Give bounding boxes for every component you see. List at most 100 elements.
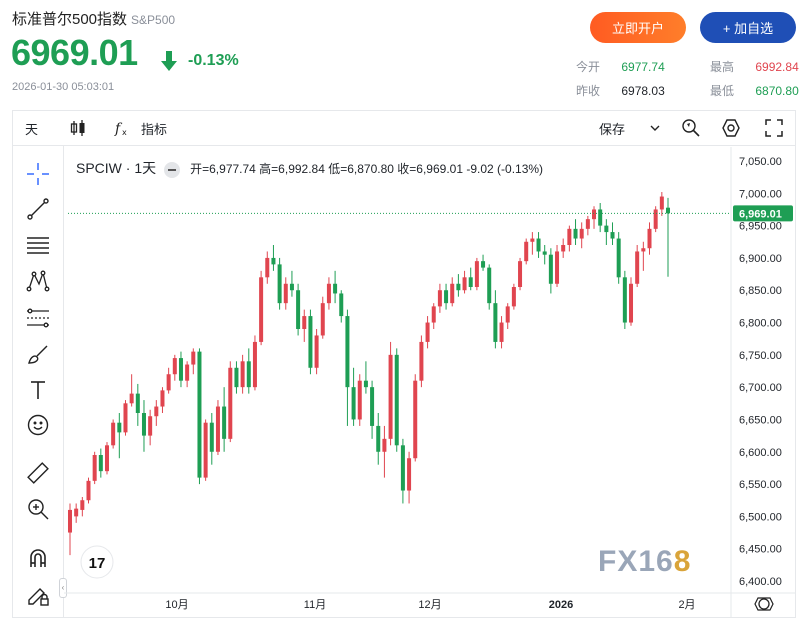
current-price: 6969.01 xyxy=(11,32,138,73)
chart-legend: SPCIW · 1天 开=6,977.74 高=6,992.84 低=6,870.… xyxy=(76,158,543,178)
candle-body xyxy=(148,416,153,436)
axis-settings-icon-frame xyxy=(754,597,774,611)
candle-body xyxy=(641,248,646,252)
stat-low: 最低 6870.80 xyxy=(710,84,799,98)
candle-body xyxy=(277,264,282,304)
last-price-label: 6,969.01 xyxy=(739,208,782,220)
tradingview-logo xyxy=(80,545,114,579)
candle-body xyxy=(499,322,504,342)
settings-icon[interactable] xyxy=(721,111,741,145)
candle-body xyxy=(283,283,288,304)
low-value: 6870.80 xyxy=(755,84,799,98)
candle-body xyxy=(215,406,220,452)
legend-symbol: SPCIW · 1天 xyxy=(76,160,157,176)
candle-body xyxy=(462,277,467,291)
candle-body xyxy=(474,261,479,287)
candle-body xyxy=(530,238,535,242)
timestamp: 2026-01-30 05:03:01 xyxy=(12,81,115,93)
y-tick-label: 6,400.00 xyxy=(739,576,782,588)
chevron-down-icon[interactable] xyxy=(649,111,661,145)
lock-pencil-icon[interactable] xyxy=(24,581,52,609)
candle-body xyxy=(665,207,671,214)
add-watchlist-button[interactable]: + 加自选 xyxy=(700,12,796,43)
y-tick-label: 6,750.00 xyxy=(739,350,782,362)
indicators-button[interactable]: 指标 xyxy=(141,121,168,137)
fullscreen-icon[interactable] xyxy=(765,111,783,145)
candle-body xyxy=(622,277,627,323)
candle-body xyxy=(98,455,103,472)
candle-body xyxy=(518,261,523,287)
candle-body xyxy=(481,261,486,268)
quick-search-icon[interactable] xyxy=(681,111,701,145)
save-button[interactable]: 保存 xyxy=(599,121,626,137)
candle-body xyxy=(431,306,436,323)
candle-body xyxy=(579,228,584,239)
candle-body xyxy=(561,245,566,252)
collapse-toolbar-button[interactable]: ‹ xyxy=(59,578,67,598)
text-icon[interactable] xyxy=(24,376,52,404)
candle-body xyxy=(86,480,91,501)
hlines-icon[interactable] xyxy=(24,230,52,258)
candle-body xyxy=(524,241,529,262)
candle-body xyxy=(555,251,560,284)
candle-body xyxy=(376,425,381,452)
interval-button[interactable]: 天 xyxy=(25,121,39,137)
magnet-icon[interactable] xyxy=(24,544,52,572)
candles-icon[interactable] xyxy=(69,111,87,145)
tradingview-logo-mark: 17 xyxy=(89,555,106,572)
emoji-icon[interactable] xyxy=(24,411,52,439)
stat-today-open: 今开 6977.74 xyxy=(576,60,665,74)
brush-icon[interactable] xyxy=(24,340,52,368)
candle-body xyxy=(357,380,362,420)
candle-body xyxy=(259,277,264,342)
stat-prev-close: 昨收 6978.03 xyxy=(576,84,665,98)
y-tick-label: 6,600.00 xyxy=(739,447,782,459)
candle-body xyxy=(585,219,590,229)
change-percent: -0.13% xyxy=(188,52,239,69)
candle-body xyxy=(425,322,430,342)
legend-ohlc: 开=6,977.74 高=6,992.84 低=6,870.80 收=6,969… xyxy=(190,162,544,176)
candle-body xyxy=(468,277,473,287)
crosshair-icon[interactable] xyxy=(24,160,52,188)
zoom-in-icon[interactable] xyxy=(24,495,52,523)
candle-body xyxy=(302,316,307,329)
pattern-icon[interactable] xyxy=(24,267,52,295)
fib-icon[interactable] xyxy=(24,304,52,332)
candle-body xyxy=(209,422,214,452)
candle-body xyxy=(487,267,492,304)
y-tick-label: 6,700.00 xyxy=(739,382,782,394)
candle-body xyxy=(185,364,190,381)
today-open-value: 6977.74 xyxy=(621,60,665,74)
candle-body xyxy=(296,290,301,329)
y-tick-label: 7,050.00 xyxy=(739,156,782,168)
candle-body xyxy=(407,458,412,491)
candle-body xyxy=(370,387,375,426)
open-account-button[interactable]: 立即开户 xyxy=(590,12,686,43)
candle-body xyxy=(567,228,572,245)
drawing-toolbar xyxy=(12,146,64,618)
visibility-toggle[interactable] xyxy=(164,161,181,178)
candle-body xyxy=(345,316,350,388)
candle-body xyxy=(333,283,338,294)
candle-body xyxy=(74,508,79,517)
candle-body xyxy=(659,196,664,210)
candle-body xyxy=(604,225,609,233)
candle-body xyxy=(104,445,109,472)
candle-body xyxy=(400,445,405,491)
candle-body xyxy=(228,367,233,439)
trendline-icon[interactable] xyxy=(24,195,52,223)
ruler-icon[interactable] xyxy=(24,459,52,487)
index-name: 标准普尔500指数 xyxy=(12,11,128,28)
candle-body xyxy=(610,232,615,239)
candle-body xyxy=(135,393,140,413)
last-price-tag xyxy=(733,205,793,222)
candle-body xyxy=(80,500,85,510)
x-tick-label: 11月 xyxy=(304,599,326,611)
candle-body xyxy=(647,228,652,249)
candle-body xyxy=(67,509,73,533)
y-tick-label: 6,800.00 xyxy=(739,318,782,330)
candle-body xyxy=(111,422,116,446)
